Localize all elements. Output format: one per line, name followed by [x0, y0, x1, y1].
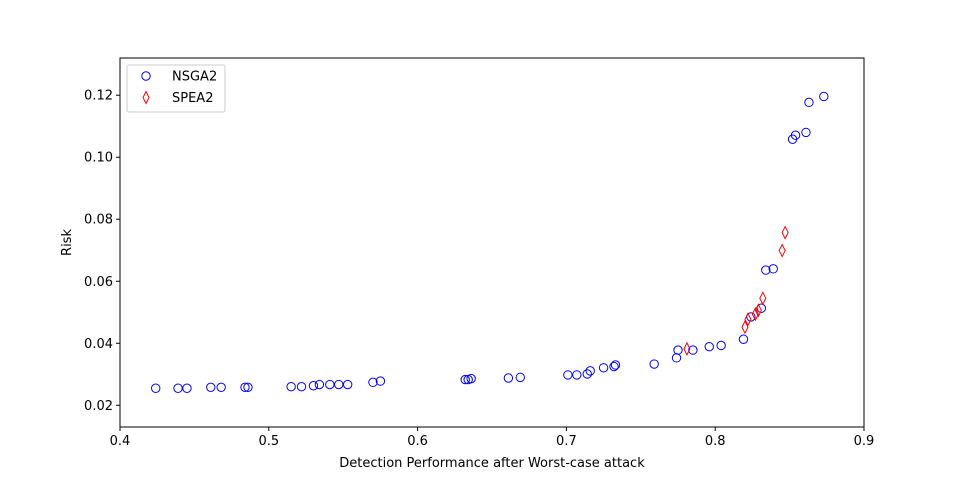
x-axis-label: Detection Performance after Worst-case a…	[339, 456, 645, 471]
data-point-nsga2	[563, 370, 573, 380]
data-point-nsga2	[314, 379, 325, 390]
data-point-nsga2	[572, 370, 582, 380]
legend-marker-spea2	[142, 90, 150, 105]
data-point-nsga2	[671, 353, 682, 363]
data-point-nsga2	[704, 341, 714, 352]
x-tick-label: 0.6	[407, 434, 428, 449]
x-axis: 0.4 0.5 0.6 0.7 0.8 0.9	[110, 427, 875, 449]
data-point-spea2	[751, 307, 759, 322]
y-tick-label: 0.08	[84, 213, 113, 228]
x-tick-label: 0.8	[705, 434, 726, 449]
data-point-spea2	[781, 225, 789, 240]
axes-frame	[119, 57, 865, 428]
y-tick-label: 0.02	[84, 399, 113, 414]
y-tick-label: 0.06	[84, 275, 113, 290]
legend-box	[126, 64, 226, 113]
x-tick-label: 0.7	[556, 434, 577, 449]
data-point-nsga2	[216, 382, 226, 393]
data-point-nsga2	[243, 382, 253, 393]
y-tick-label: 0.10	[84, 151, 113, 166]
data-point-nsga2	[688, 345, 698, 355]
data-point-nsga2	[173, 383, 183, 393]
data-point-nsga2	[240, 382, 250, 393]
data-point-nsga2	[466, 373, 476, 384]
data-point-nsga2	[598, 363, 609, 373]
data-point-spea2	[683, 341, 691, 356]
series-spea2	[683, 225, 789, 356]
data-point-nsga2	[585, 366, 595, 376]
x-tick-label: 0.9	[854, 434, 875, 449]
data-point-nsga2	[182, 383, 192, 393]
data-point-nsga2	[296, 381, 307, 392]
data-point-nsga2	[503, 373, 514, 383]
y-tick-label: 0.04	[84, 337, 113, 352]
legend: NSGA2 SPEA2	[126, 64, 226, 113]
x-tick-label: 0.5	[258, 434, 279, 449]
data-point-nsga2	[334, 379, 344, 390]
data-point-spea2	[759, 291, 767, 306]
data-point-nsga2	[375, 376, 386, 386]
data-point-nsga2	[368, 377, 378, 388]
data-point-nsga2	[673, 345, 683, 355]
data-point-nsga2	[804, 97, 814, 108]
data-point-spea2	[754, 303, 762, 318]
data-point-spea2	[778, 243, 786, 258]
x-tick-label: 0.4	[110, 434, 131, 449]
legend-label-spea2: SPEA2	[172, 91, 213, 106]
data-point-nsga2	[515, 372, 525, 383]
data-point-nsga2	[768, 264, 778, 274]
data-point-nsga2	[801, 127, 811, 138]
data-point-nsga2	[610, 360, 621, 370]
legend-label-nsga2: NSGA2	[172, 70, 217, 85]
y-tick-label: 0.12	[84, 89, 113, 104]
data-point-nsga2	[761, 265, 771, 275]
y-axis: 0.02 0.04 0.06 0.08 0.10 0.12	[84, 89, 120, 414]
data-point-nsga2	[286, 381, 296, 392]
plot-area	[151, 91, 829, 393]
data-point-nsga2	[716, 340, 726, 351]
data-point-spea2	[741, 320, 749, 335]
data-point-nsga2	[582, 369, 592, 379]
data-point-nsga2	[460, 374, 470, 385]
data-point-spea2	[744, 312, 752, 327]
y-axis-label: Risk	[60, 229, 75, 256]
data-point-nsga2	[738, 334, 749, 344]
data-point-nsga2	[649, 359, 659, 369]
data-point-nsga2	[756, 303, 767, 313]
series-nsga2	[151, 91, 829, 393]
data-point-nsga2	[308, 381, 319, 391]
data-point-nsga2	[206, 382, 216, 393]
data-point-nsga2	[790, 130, 801, 140]
data-point-nsga2	[342, 379, 353, 390]
data-point-nsga2	[151, 383, 161, 393]
data-point-nsga2	[325, 379, 335, 390]
data-point-nsga2	[819, 91, 829, 102]
legend-marker-nsga2	[141, 71, 151, 81]
data-point-nsga2	[609, 361, 619, 372]
